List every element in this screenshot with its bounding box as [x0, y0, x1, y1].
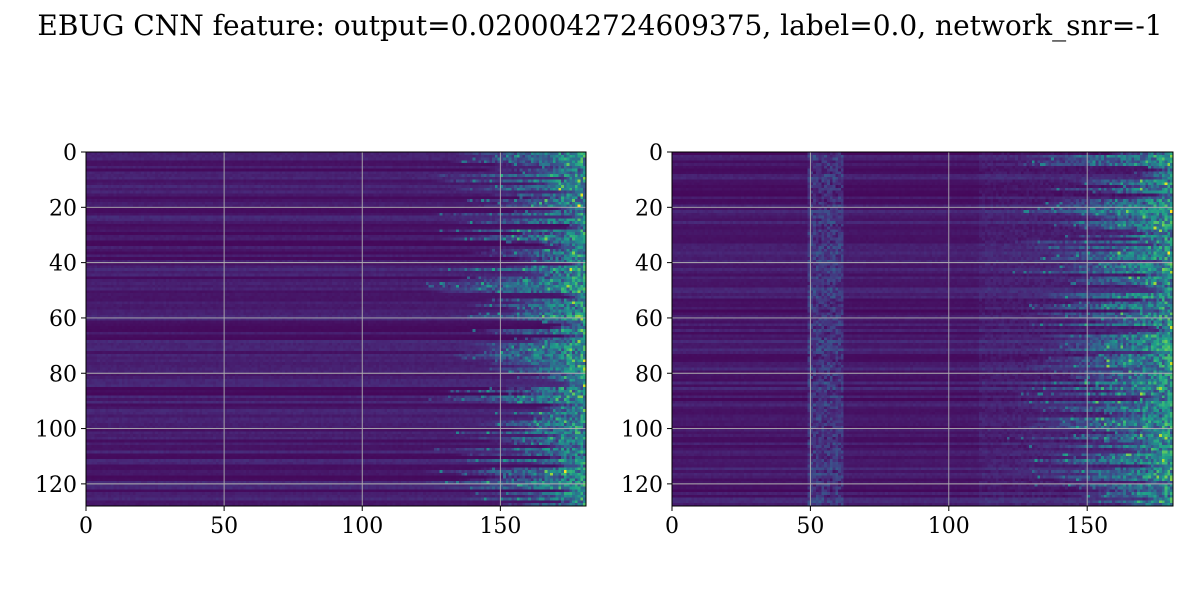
- axes-frame: [671, 151, 1174, 507]
- y-tick-label: 0: [63, 141, 77, 166]
- x-tick-label: 150: [479, 514, 521, 539]
- x-tick-label: 100: [928, 514, 970, 539]
- heatmap-panel-left: 0 50 100 150 0 20 40 60 80 100 120: [35, 141, 587, 539]
- x-tick-label: 150: [1066, 514, 1108, 539]
- y-tick-label: 20: [635, 196, 663, 221]
- y-tick-label: 20: [49, 196, 77, 221]
- y-tick-label: 100: [621, 418, 663, 443]
- heatmap-image: [672, 152, 1173, 506]
- x-tick-label: 50: [210, 514, 238, 539]
- x-tick-label: 100: [341, 514, 383, 539]
- x-tick-label: 0: [79, 514, 93, 539]
- y-tick-label: 0: [649, 141, 663, 166]
- y-tick-label: 60: [635, 307, 663, 332]
- y-tick-label: 120: [621, 473, 663, 498]
- heatmap-image: [86, 152, 586, 506]
- y-tick-label: 40: [635, 252, 663, 277]
- y-tick-label: 120: [35, 473, 77, 498]
- y-tick-label: 80: [49, 362, 77, 387]
- y-tick-label: 40: [49, 252, 77, 277]
- x-tick-label: 0: [665, 514, 679, 539]
- heatmap-panel-right: 0 50 100 150 0 20 40 60 80 100 120: [621, 141, 1174, 539]
- axes-frame: [85, 151, 587, 507]
- y-tick-label: 80: [635, 362, 663, 387]
- x-tick-label: 50: [796, 514, 824, 539]
- y-tick-label: 100: [35, 418, 77, 443]
- figure-title: EBUG CNN feature: output=0.0200042724609…: [37, 9, 1163, 42]
- y-tick-label: 60: [49, 307, 77, 332]
